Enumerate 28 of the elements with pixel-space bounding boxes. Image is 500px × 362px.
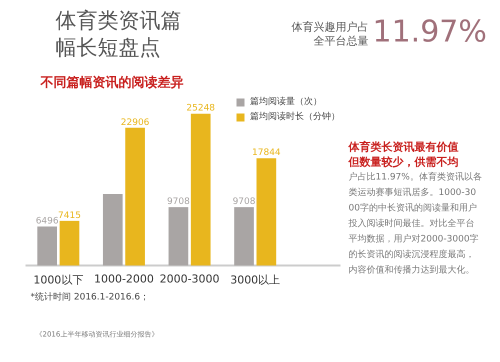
data-label: 22906 [120, 118, 150, 128]
text: 体育兴趣用户占全平台总量 [292, 20, 368, 48]
data-label: 9708 [166, 197, 190, 208]
bar [37, 226, 57, 266]
data-label: 6496 [36, 216, 59, 226]
bar [234, 207, 254, 266]
bar [60, 220, 80, 266]
x-tick-label: 1000以下 [33, 274, 84, 286]
data-label: 25248 [186, 104, 216, 114]
text: 体育类长资讯最有价值但数量较少，供需不均 [348, 140, 458, 168]
x-tick-label: 1000-2000 [94, 272, 154, 286]
bar [256, 158, 276, 266]
bar [125, 128, 145, 266]
text: *统计时间 2016.1-2016.6； [30, 292, 150, 302]
text: 户占比11.97%。体育类资讯以各类运动赛事短讯居多。1000-3000字的中长资讯的阅读量和用户投入阅读时间最佳。对比全平台平均数据，用户对2000-3000字的长资讯的阅读沉浸程度最高，内容价值和传播力达到最大化。 [348, 172, 482, 276]
legend-label: 篇均阅读时长（分钟） [250, 110, 340, 123]
chart-title: 体育类资讯篇幅长短盘点 [56, 8, 182, 60]
x-tick-label: 3000以上 [230, 274, 280, 286]
chart-subtitle: 不同篇幅资讯的阅读差异 [40, 76, 184, 90]
data-label: 7415 [58, 210, 81, 221]
text: 11.97% [372, 14, 487, 50]
bar [168, 207, 188, 266]
bar [102, 194, 123, 266]
legend-label: 篇均阅读量（次） [250, 96, 322, 108]
bar [190, 114, 211, 266]
data-label: 17844 [252, 148, 281, 158]
x-tick-label: 2000-3000 [160, 272, 220, 286]
data-label: 9708 [232, 197, 256, 208]
